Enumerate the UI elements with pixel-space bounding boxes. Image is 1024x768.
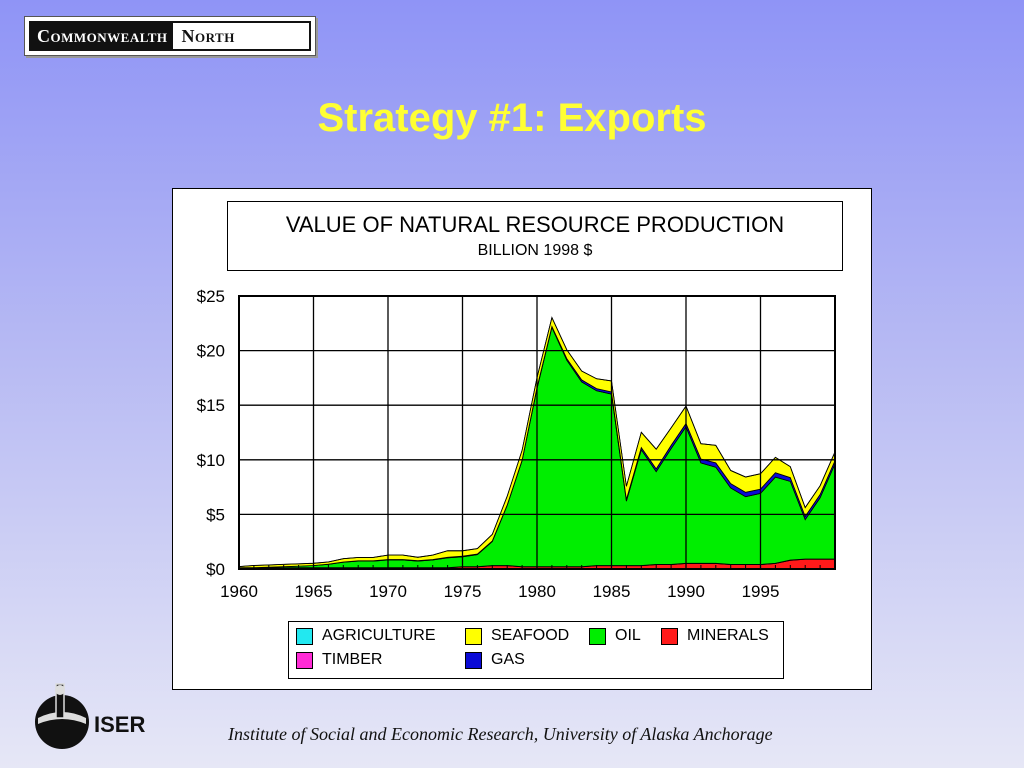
chart-title: VALUE OF NATURAL RESOURCE PRODUCTION: [285, 212, 785, 237]
legend-item-oil: OIL: [589, 626, 641, 646]
legend-swatch-oil: [589, 627, 606, 645]
legend-label-timber: TIMBER: [322, 651, 383, 668]
y-tick-label: $10: [197, 451, 225, 470]
x-tick-label: 1980: [518, 582, 556, 601]
legend-label-gas: GAS: [491, 651, 525, 668]
legend-item-agriculture: AGRICULTURE: [296, 626, 436, 646]
chart-panel: $0 $5 $10 $15 $20 $25 1960 1965 1970 1975 1980 1985…: [172, 188, 872, 690]
x-tick-label: 1960: [220, 582, 258, 601]
brand-logo: Commonwealth North: [24, 16, 316, 56]
x-tick-label: 1995: [742, 582, 780, 601]
x-tick-label: 1965: [295, 582, 333, 601]
legend-label-seafood: SEAFOOD: [491, 627, 570, 644]
legend-swatch-gas: [465, 651, 482, 669]
legend-label-agriculture: AGRICULTURE: [322, 627, 436, 644]
x-tick-label: 1975: [444, 582, 482, 601]
legend-swatch-timber: [296, 651, 313, 669]
y-tick-label: $15: [197, 396, 225, 415]
legend-label-oil: OIL: [615, 627, 641, 644]
brand-name-left: Commonwealth: [31, 23, 174, 49]
x-tick-label: 1985: [593, 582, 631, 601]
chart-subtitle: BILLION 1998 $: [477, 242, 593, 259]
footer-credit: Institute of Social and Economic Researc…: [228, 724, 773, 744]
chart-title-box: VALUE OF NATURAL RESOURCE PRODUCTION BIL…: [227, 201, 843, 271]
legend-label-minerals: MINERALS: [687, 627, 769, 644]
legend-item-minerals: MINERALS: [661, 626, 769, 646]
brand-name-right: North: [173, 23, 243, 49]
legend-swatch-seafood: [465, 627, 482, 645]
y-tick-label: $25: [197, 287, 225, 306]
legend-swatch-minerals: [661, 627, 678, 645]
y-tick-label: $20: [197, 342, 225, 361]
legend-item-seafood: SEAFOOD: [465, 626, 569, 646]
y-tick-label: $0: [206, 560, 225, 579]
x-tick-label: 1970: [369, 582, 407, 601]
slide-title: Strategy #1: Exports: [317, 96, 707, 140]
x-tick-label: 1990: [667, 582, 705, 601]
legend-item-timber: TIMBER: [296, 650, 382, 670]
legend-swatch-agriculture: [296, 627, 313, 645]
brand-logo-frame: Commonwealth North: [29, 21, 311, 51]
legend-item-gas: GAS: [465, 650, 525, 670]
chart-legend: AGRICULTURE SEAFOOD OIL MINERALS TIMBER GAS: [288, 621, 784, 679]
y-tick-label: $5: [206, 505, 225, 524]
chart-plot: $0 $5 $10 $15 $20 $25 1960 1965 1970 1975 1980 1985…: [197, 287, 836, 601]
iser-logo-icon: ISER: [35, 683, 145, 749]
iser-logo-text: ISER: [94, 712, 145, 737]
